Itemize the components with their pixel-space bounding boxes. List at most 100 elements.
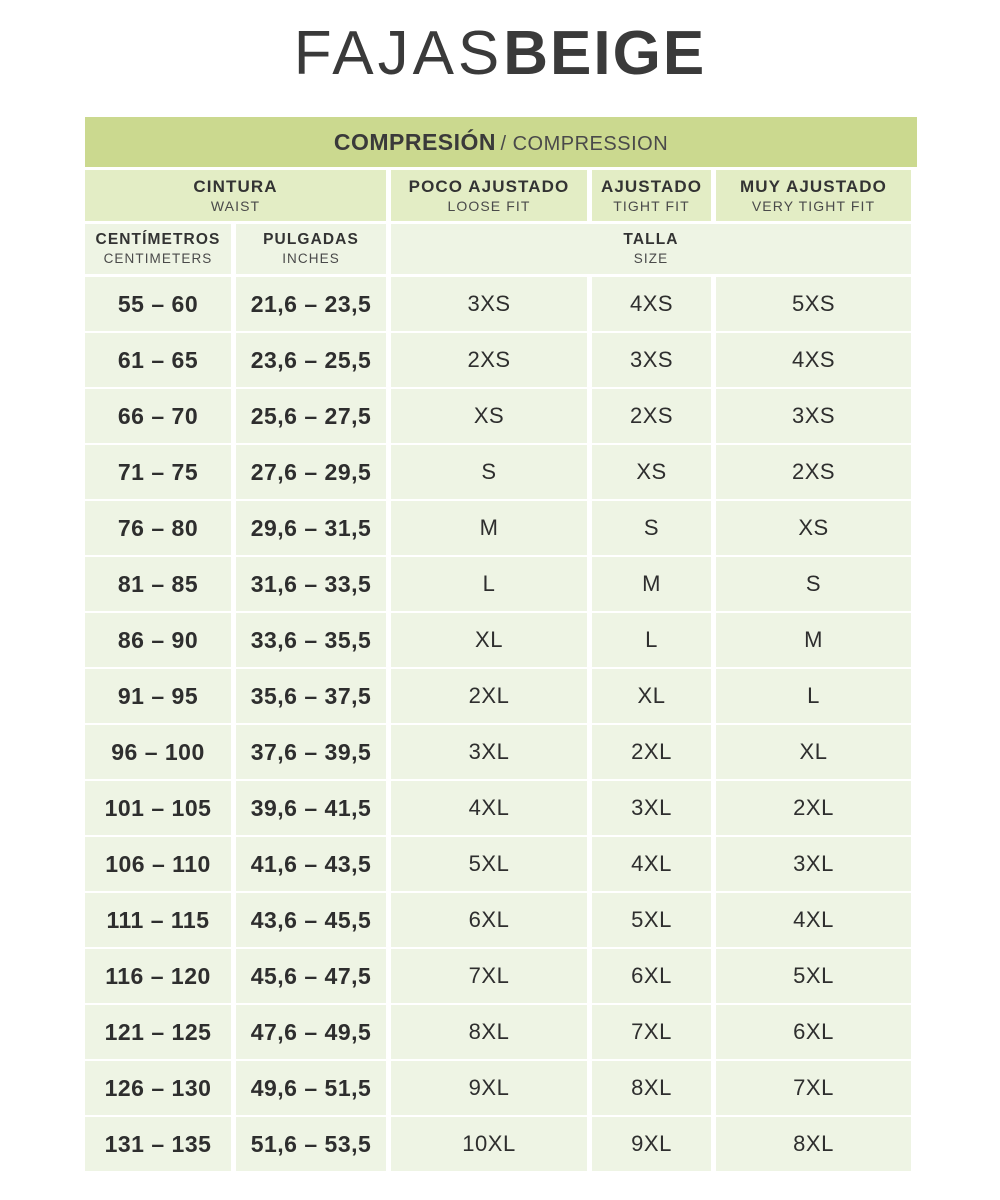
subheader-pulgadas-en: INCHES <box>282 251 340 266</box>
column-separator <box>587 445 592 499</box>
column-separator <box>231 445 236 499</box>
column-separator <box>231 893 236 947</box>
cell-centimeters: 76 – 80 <box>85 501 231 555</box>
cell-tight-fit: 8XL <box>592 1061 711 1115</box>
header-ajustado: AJUSTADO TIGHT FIT <box>592 170 711 221</box>
column-separator <box>386 669 391 723</box>
column-separator <box>231 781 236 835</box>
row-divider <box>85 387 917 389</box>
cell-loose-fit: XL <box>391 613 587 667</box>
column-separator <box>386 224 391 274</box>
table-row: 55 – 60 21,6 – 23,5 3XS 4XS 5XS <box>85 277 917 331</box>
column-separator <box>711 445 716 499</box>
column-separator <box>587 501 592 555</box>
cell-inches: 23,6 – 25,5 <box>236 333 386 387</box>
column-separator <box>587 725 592 779</box>
row-divider <box>85 611 917 613</box>
cell-centimeters: 116 – 120 <box>85 949 231 1003</box>
column-separator <box>231 277 236 331</box>
row-divider <box>85 779 917 781</box>
column-separator <box>587 949 592 1003</box>
cell-tight-fit: XL <box>592 669 711 723</box>
title-brand-bold: BEIGE <box>503 19 707 88</box>
table-row: 86 – 90 33,6 – 35,5 XL L M <box>85 613 917 667</box>
column-separator <box>711 277 716 331</box>
cell-inches: 37,6 – 39,5 <box>236 725 386 779</box>
subheader-talla-es: TALLA <box>623 231 679 248</box>
table-row: 76 – 80 29,6 – 31,5 M S XS <box>85 501 917 555</box>
row-divider <box>85 835 917 837</box>
cell-tight-fit: 4XL <box>592 837 711 891</box>
table-row: 66 – 70 25,6 – 27,5 XS 2XS 3XS <box>85 389 917 443</box>
column-separator <box>587 557 592 611</box>
row-divider <box>85 1003 917 1005</box>
compression-title-es: COMPRESIÓN <box>333 129 497 155</box>
subheader-centimetros-es: CENTÍMETROS <box>95 231 221 248</box>
table-row: 126 – 130 49,6 – 51,5 9XL 8XL 7XL <box>85 1061 917 1115</box>
cell-tight-fit: 9XL <box>592 1117 711 1171</box>
row-divider <box>85 1059 917 1061</box>
table-row: 91 – 95 35,6 – 37,5 2XL XL L <box>85 669 917 723</box>
cell-very-tight-fit: 4XL <box>716 893 911 947</box>
column-separator <box>587 1005 592 1059</box>
cell-very-tight-fit: L <box>716 669 911 723</box>
column-separator <box>231 1061 236 1115</box>
column-separator <box>386 1005 391 1059</box>
row-divider <box>85 667 917 669</box>
cell-centimeters: 121 – 125 <box>85 1005 231 1059</box>
table-row: 61 – 65 23,6 – 25,5 2XS 3XS 4XS <box>85 333 917 387</box>
column-separator <box>231 389 236 443</box>
cell-loose-fit: M <box>391 501 587 555</box>
column-separator <box>587 837 592 891</box>
size-chart-table: COMPRESIÓN / COMPRESSION CINTURA WAIST P… <box>85 117 917 1171</box>
header-poco-ajustado-en: LOOSE FIT <box>447 198 531 214</box>
cell-inches: 21,6 – 23,5 <box>236 277 386 331</box>
cell-very-tight-fit: 8XL <box>716 1117 911 1171</box>
table-header-row: CINTURA WAIST POCO AJUSTADO LOOSE FIT AJ… <box>85 170 917 221</box>
divider <box>85 167 917 170</box>
table-row: 131 – 135 51,6 – 53,5 10XL 9XL 8XL <box>85 1117 917 1171</box>
cell-loose-fit: 9XL <box>391 1061 587 1115</box>
column-separator <box>386 1117 391 1171</box>
cell-inches: 25,6 – 27,5 <box>236 389 386 443</box>
row-divider <box>85 1115 917 1117</box>
compression-band: COMPRESIÓN / COMPRESSION <box>85 117 917 167</box>
column-separator <box>386 389 391 443</box>
cell-centimeters: 71 – 75 <box>85 445 231 499</box>
cell-very-tight-fit: 2XS <box>716 445 911 499</box>
column-separator <box>386 725 391 779</box>
subheader-pulgadas-es: PULGADAS <box>263 231 359 248</box>
column-separator <box>386 333 391 387</box>
cell-inches: 41,6 – 43,5 <box>236 837 386 891</box>
table-row: 81 – 85 31,6 – 33,5 L M S <box>85 557 917 611</box>
cell-centimeters: 101 – 105 <box>85 781 231 835</box>
header-ajustado-en: TIGHT FIT <box>613 198 690 214</box>
cell-very-tight-fit: 2XL <box>716 781 911 835</box>
cell-tight-fit: 2XL <box>592 725 711 779</box>
header-cintura-es: CINTURA <box>193 177 278 196</box>
column-separator <box>231 1005 236 1059</box>
cell-loose-fit: 5XL <box>391 837 587 891</box>
column-separator <box>386 1061 391 1115</box>
cell-inches: 27,6 – 29,5 <box>236 445 386 499</box>
column-separator <box>386 949 391 1003</box>
subheader-pulgadas: PULGADAS INCHES <box>236 224 386 274</box>
cell-centimeters: 55 – 60 <box>85 277 231 331</box>
column-separator <box>231 1117 236 1171</box>
column-separator <box>711 949 716 1003</box>
cell-centimeters: 126 – 130 <box>85 1061 231 1115</box>
cell-very-tight-fit: S <box>716 557 911 611</box>
cell-tight-fit: 2XS <box>592 389 711 443</box>
subheader-centimetros-en: CENTIMETERS <box>103 251 213 266</box>
column-separator <box>711 781 716 835</box>
divider <box>85 274 917 277</box>
cell-centimeters: 61 – 65 <box>85 333 231 387</box>
column-separator <box>711 557 716 611</box>
column-separator <box>386 613 391 667</box>
cell-tight-fit: 7XL <box>592 1005 711 1059</box>
column-separator <box>386 893 391 947</box>
column-separator <box>386 445 391 499</box>
cell-inches: 29,6 – 31,5 <box>236 501 386 555</box>
subheader-talla: TALLA SIZE <box>391 224 911 274</box>
table-row: 116 – 120 45,6 – 47,5 7XL 6XL 5XL <box>85 949 917 1003</box>
